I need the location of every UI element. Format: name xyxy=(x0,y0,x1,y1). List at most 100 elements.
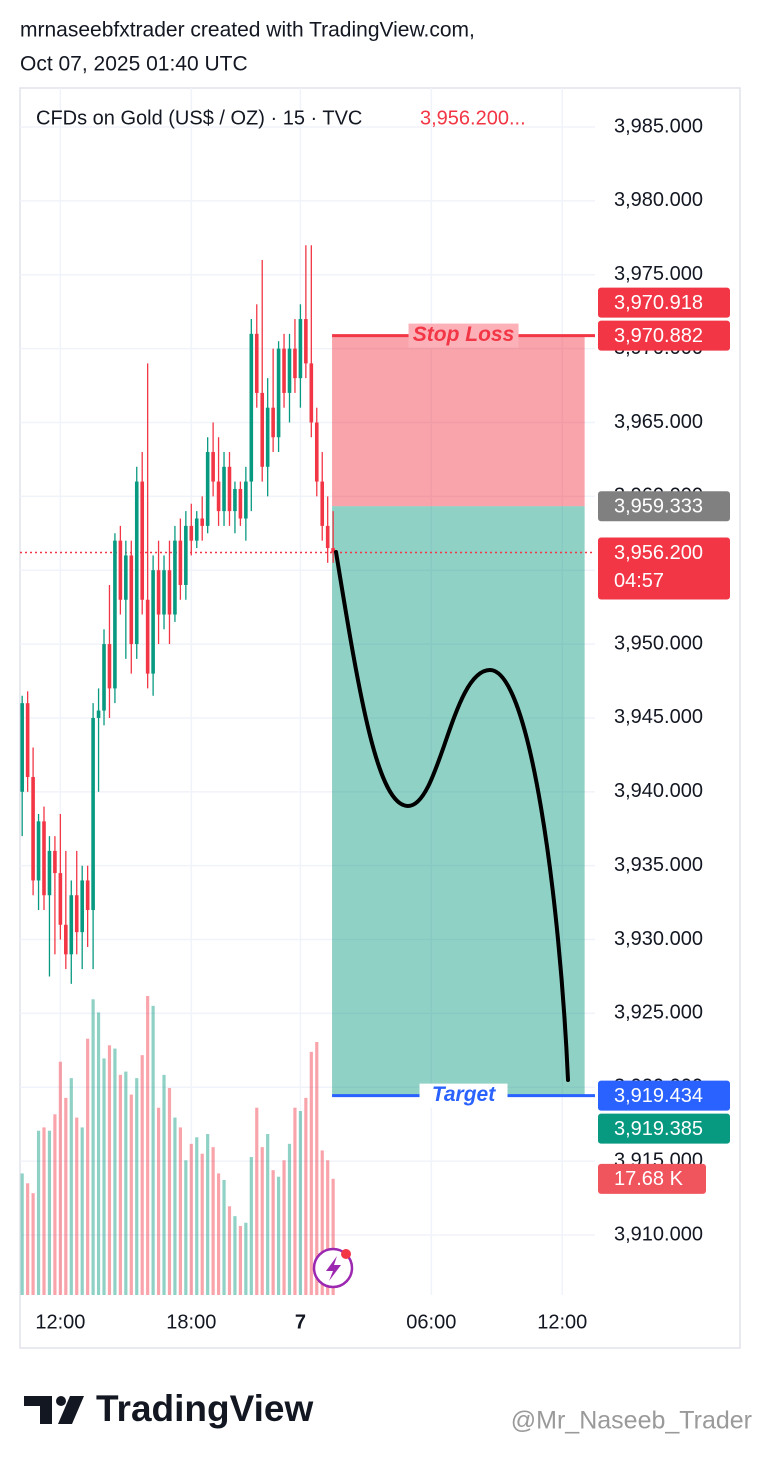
volume-bar xyxy=(211,1147,215,1295)
candle-body xyxy=(238,488,243,519)
volume-bar xyxy=(260,1147,264,1295)
candle-body xyxy=(64,924,68,955)
volume-bar xyxy=(255,1107,259,1295)
price-tag-label: 3,956.200 xyxy=(614,542,703,564)
price-tag-label: 3,959.333 xyxy=(614,495,703,517)
y-tick-label: 3,985.000 xyxy=(614,115,703,137)
candle-body xyxy=(129,555,134,645)
price-tag xyxy=(598,1113,730,1144)
candle-body xyxy=(227,466,232,512)
volume-tag-label: 17.68 K xyxy=(614,1168,684,1190)
price-tag xyxy=(598,537,730,600)
candle-body xyxy=(178,540,183,585)
candle-body xyxy=(254,333,259,393)
volume-bar xyxy=(26,1183,30,1295)
stop-label: Stop Loss xyxy=(413,323,515,346)
volume-bar xyxy=(75,1117,79,1295)
label-bg xyxy=(419,1083,508,1108)
volume-bar xyxy=(156,1107,161,1295)
candle-body xyxy=(102,644,106,711)
candle-body xyxy=(145,599,150,674)
candle-body xyxy=(276,348,281,438)
candles xyxy=(20,245,335,984)
volume-bar xyxy=(184,1160,188,1295)
price-tag-label: 3,970.882 xyxy=(614,325,703,347)
volume-bar xyxy=(146,996,150,1295)
price-tag-label: 3,970.918 xyxy=(614,292,703,314)
candle-body xyxy=(96,710,101,718)
candle-body xyxy=(184,525,188,585)
candle-body xyxy=(233,488,237,512)
candle-body xyxy=(282,348,286,393)
volume-bar xyxy=(238,1226,242,1295)
price-tag xyxy=(598,1080,730,1111)
volume-bar xyxy=(200,1153,204,1295)
candle-body xyxy=(205,452,210,526)
header-line: mrnaseebfxtrader created with TradingVie… xyxy=(20,19,475,42)
candle-body xyxy=(151,570,155,674)
price-tag-label: 3,919.434 xyxy=(614,1085,703,1107)
candle-body xyxy=(107,644,112,689)
candle-body xyxy=(53,850,57,874)
volume-bar xyxy=(129,1094,133,1295)
volume-bar xyxy=(309,1051,313,1295)
volume-bar xyxy=(178,1127,182,1295)
candle-body xyxy=(271,407,275,438)
price-tag xyxy=(598,491,730,522)
candle-body xyxy=(167,570,172,615)
candle-body xyxy=(249,333,254,482)
volume-bar xyxy=(58,1061,62,1295)
x-tick-label: 12:00 xyxy=(537,1311,587,1333)
header-line: Oct 07, 2025 01:40 UTC xyxy=(20,53,248,76)
countdown: 04:57 xyxy=(614,570,664,592)
candle-body xyxy=(134,481,139,645)
candle-body xyxy=(314,422,319,482)
volume-bar xyxy=(118,1074,122,1295)
projection-curve xyxy=(334,550,570,1082)
volume-bar xyxy=(135,1078,139,1295)
volume-pane xyxy=(20,996,335,1295)
candle-body xyxy=(20,703,24,792)
volume-bar xyxy=(91,999,95,1295)
volume-bar xyxy=(86,1038,90,1295)
label-bg xyxy=(408,323,519,348)
volume-bar xyxy=(151,1005,155,1295)
volume-bar xyxy=(20,1173,24,1295)
y-tick-label: 3,945.000 xyxy=(614,706,703,728)
volume-bar xyxy=(206,1134,210,1295)
grid xyxy=(20,88,595,1295)
candle-body xyxy=(85,880,90,911)
volume-bar xyxy=(102,1058,106,1295)
candle-body xyxy=(74,895,79,933)
candle-body xyxy=(222,466,226,512)
candle-body xyxy=(36,821,41,881)
volume-tag xyxy=(598,1163,706,1194)
candle-body xyxy=(260,392,265,467)
volume-bar xyxy=(80,1127,84,1295)
volume-bar xyxy=(233,1216,237,1295)
candle-body xyxy=(211,452,215,482)
candle-body xyxy=(91,717,95,911)
volume-bar xyxy=(113,1048,117,1295)
brand-logo xyxy=(24,1396,84,1424)
volume-bar xyxy=(249,1157,253,1295)
candle-body xyxy=(200,518,205,526)
volume-bar xyxy=(96,1012,101,1295)
stop-zone xyxy=(332,335,585,507)
candle-body xyxy=(244,481,248,519)
volume-bar xyxy=(64,1097,68,1295)
lightning-icon xyxy=(312,1247,354,1289)
volume-bar xyxy=(326,1160,330,1295)
candle-body xyxy=(124,555,128,600)
volume-bar xyxy=(298,1111,303,1295)
y-tick-label: 3,965.000 xyxy=(614,411,703,433)
candle-body xyxy=(304,319,308,364)
volume-bar xyxy=(173,1117,177,1295)
candle-body xyxy=(309,363,314,423)
y-tick-label: 3,925.000 xyxy=(614,1002,703,1024)
volume-bar xyxy=(47,1130,52,1295)
volume-bar xyxy=(140,1055,144,1295)
candle-body xyxy=(162,570,166,615)
